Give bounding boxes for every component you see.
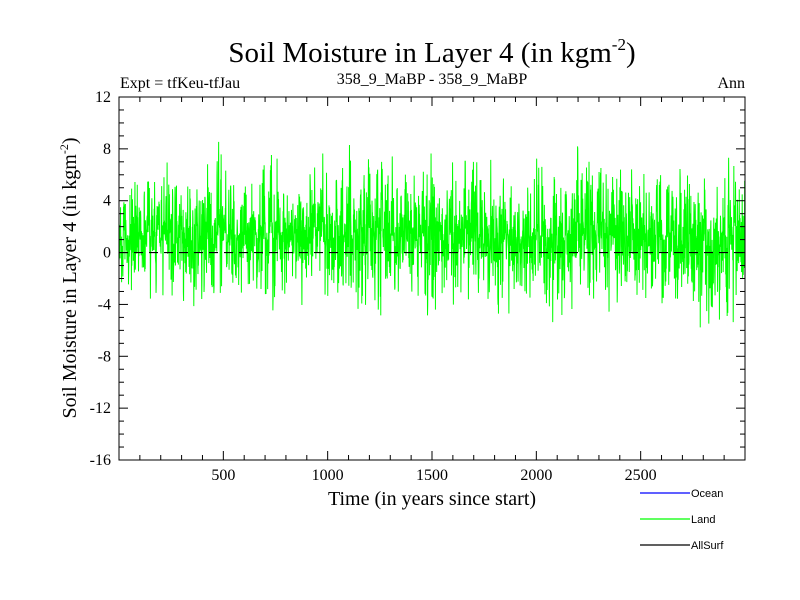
y-tick-label: 4 [103, 193, 111, 210]
chart-title-main: Soil Moisture in Layer 4 (in kgm [228, 37, 612, 69]
chart-title-sup: -2 [612, 35, 626, 54]
series-line-land [119, 141, 745, 328]
legend-label-allsurf: AllSurf [691, 540, 724, 552]
y-tick-label: -4 [98, 296, 111, 313]
chart-title-close: ) [626, 37, 636, 69]
x-tick-label: 2500 [625, 467, 657, 484]
legend: Ocean Land AllSurf [640, 488, 724, 552]
y-tick-label: -16 [90, 452, 111, 469]
x-tick-label: 500 [211, 467, 235, 484]
y-axis-label-sup: -2 [57, 144, 71, 154]
x-tick-label: 1500 [416, 467, 448, 484]
y-tick-label: -12 [90, 400, 111, 417]
subtitle-right: Ann [717, 75, 745, 92]
y-tick-label: -8 [98, 348, 111, 365]
y-tick-label: 0 [103, 245, 111, 262]
legend-label-ocean: Ocean [691, 488, 723, 500]
y-axis-label-close: ) [59, 137, 81, 144]
subtitle-left: Expt = tfKeu-tfJau [120, 75, 240, 92]
axis-ticks: 500 1000 1500 2000 2500 12 8 4 0 -4 -8 -12 -16 [90, 89, 745, 484]
chart-title: Soil Moisture in Layer 4 (in kgm-2) [228, 35, 635, 69]
x-tick-label: 1000 [312, 467, 344, 484]
y-tick-label: 12 [95, 89, 111, 106]
plot-area [119, 141, 745, 328]
x-axis-label: Time (in years since start) [328, 488, 536, 510]
y-axis-label-main: Soil Moisture in Layer 4 (in kgm [59, 154, 81, 419]
subtitle-center: 358_9_MaBP - 358_9_MaBP [337, 71, 528, 88]
legend-label-land: Land [691, 514, 715, 526]
y-axis-label: Soil Moisture in Layer 4 (in kgm-2) [57, 137, 81, 418]
x-tick-label: 2000 [520, 467, 552, 484]
y-tick-label: 8 [103, 141, 111, 158]
